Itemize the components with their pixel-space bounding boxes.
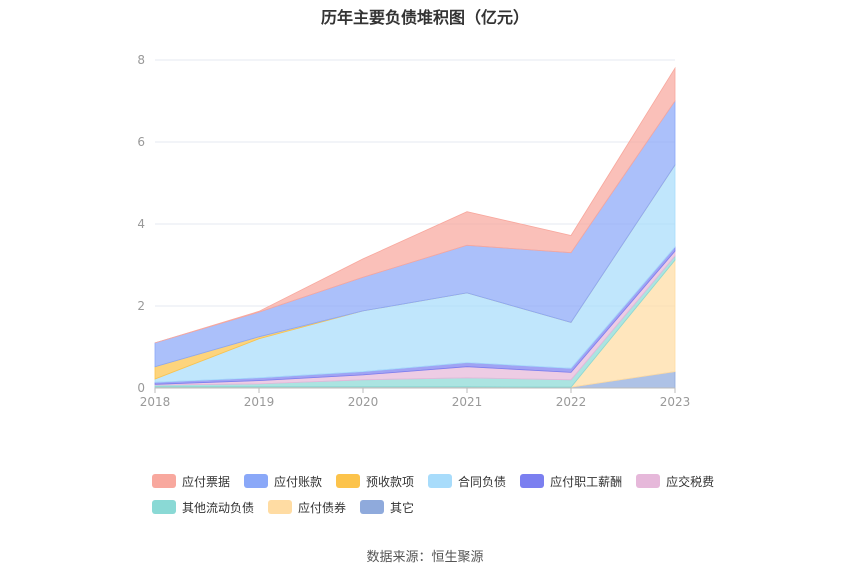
chart-title: 历年主要负债堆积图（亿元） <box>320 8 529 27</box>
legend-swatch <box>152 500 176 514</box>
legend-label: 其它 <box>390 500 415 515</box>
area-layer <box>154 66 676 389</box>
legend-item[interactable]: 其他流动负债 <box>152 498 254 516</box>
x-tick-label: 2020 <box>348 395 379 409</box>
legend-label: 应付职工薪酬 <box>550 474 623 489</box>
y-tick-label: 0 <box>137 381 145 395</box>
x-tick-label: 2022 <box>556 395 587 409</box>
legend-item[interactable]: 预收款项 <box>336 472 414 490</box>
legend-item[interactable]: 应付票据 <box>152 472 230 490</box>
legend-label: 应付债券 <box>298 500 347 515</box>
x-tick-label: 2021 <box>452 395 483 409</box>
legend-label: 预收款项 <box>366 474 415 489</box>
legend-swatch <box>244 474 269 488</box>
legend-label: 应付票据 <box>182 474 231 489</box>
legend-swatch <box>636 474 661 488</box>
y-tick-label: 2 <box>137 299 145 313</box>
axis-layer: 0 2 4 6 8 2018 2019 2020 2021 2022 2023 <box>137 53 690 409</box>
legend-label: 应交税费 <box>666 474 715 489</box>
x-tick-label: 2023 <box>660 395 691 409</box>
y-tick-label: 6 <box>137 135 145 149</box>
legend-swatch <box>360 500 385 514</box>
legend-item[interactable]: 其它 <box>360 498 414 516</box>
legend-item[interactable]: 合同负债 <box>428 472 506 490</box>
x-tick-label: 2019 <box>244 395 275 409</box>
legend-swatch <box>152 474 176 488</box>
legend-item[interactable]: 应交税费 <box>636 472 714 490</box>
legend-item[interactable]: 应付职工薪酬 <box>520 472 622 490</box>
y-tick-label: 8 <box>137 53 145 67</box>
legend-swatch <box>336 474 361 488</box>
y-tick-label: 4 <box>137 217 145 231</box>
legend-label: 其他流动负债 <box>182 500 255 515</box>
area-series-应付票据 <box>154 66 676 344</box>
legend-label: 合同负债 <box>458 474 507 489</box>
legend: 应付票据 应付账款 预收款项 合同负债 应付职工薪酬 应交税费其他流动负债 应付债券 其它 <box>152 472 752 524</box>
legend-label: 应付账款 <box>274 474 323 489</box>
x-tick-label: 2018 <box>140 395 171 409</box>
legend-swatch <box>428 474 453 488</box>
legend-item[interactable]: 应付账款 <box>244 472 322 490</box>
legend-swatch <box>520 474 545 488</box>
source-note: 数据来源：恒生聚源 <box>366 550 484 565</box>
legend-item[interactable]: 应付债券 <box>268 498 346 516</box>
legend-swatch <box>268 500 293 514</box>
